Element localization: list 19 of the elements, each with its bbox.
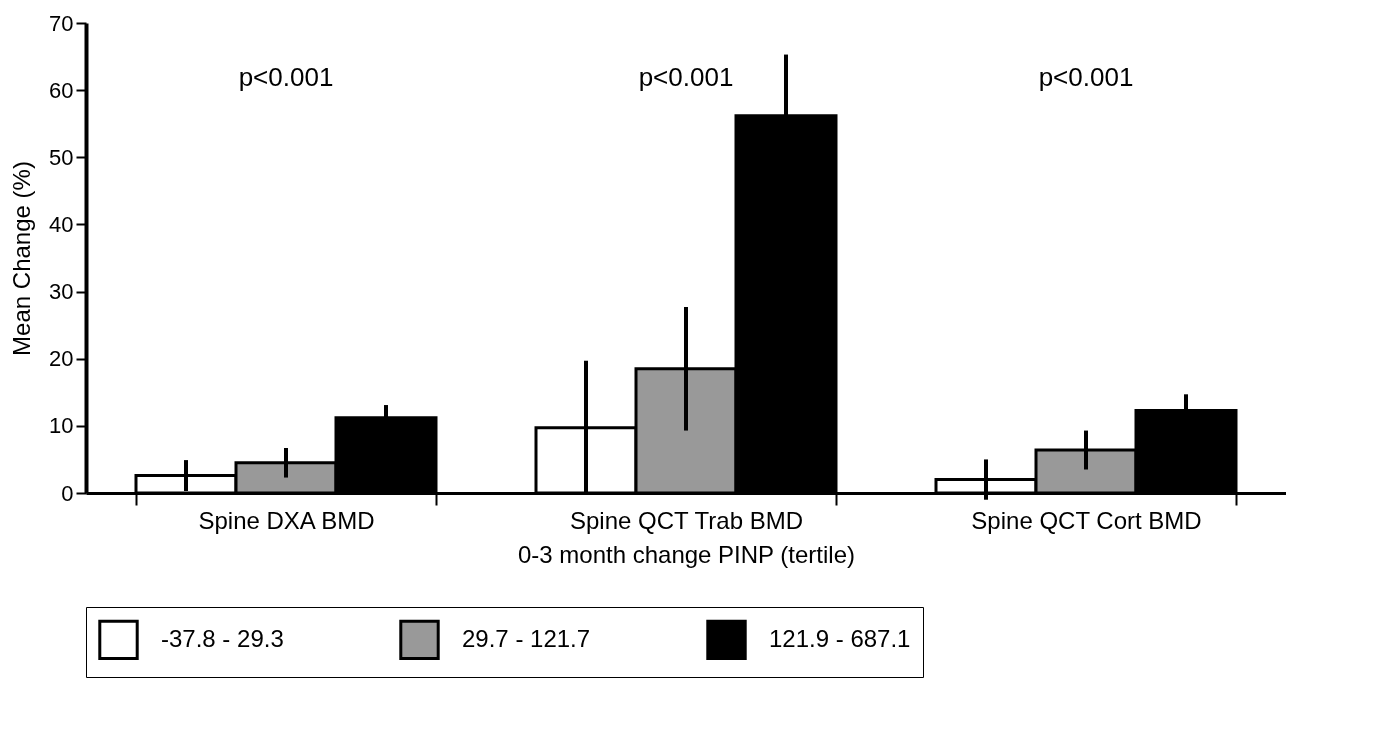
- x-tick-label: Spine QCT Cort BMD: [971, 506, 1202, 534]
- annotation: p<0.001: [238, 62, 334, 92]
- y-tick-label: 70: [49, 10, 74, 36]
- legend-label: -37.8 - 29.3: [161, 624, 284, 652]
- y-tick-label: 30: [49, 279, 74, 305]
- x-tick-label: Spine QCT Trab BMD: [570, 506, 803, 534]
- annotation: p<0.001: [638, 62, 734, 92]
- legend-label: 121.9 - 687.1: [769, 624, 911, 652]
- y-tick-label: 60: [49, 77, 74, 103]
- x-axis-title: 0-3 month change PINP (tertile): [517, 540, 856, 568]
- y-axis-title: Mean Change (%): [8, 161, 36, 356]
- legend-label: 29.7 - 121.7: [462, 624, 591, 652]
- y-tick-label: 40: [49, 211, 74, 237]
- x-tick-label: Spine DXA BMD: [198, 506, 375, 534]
- y-tick-label: 0: [61, 480, 74, 506]
- y-tick-label: 50: [49, 144, 74, 170]
- annotation: p<0.001: [1038, 62, 1134, 92]
- y-tick-label: 20: [49, 346, 74, 372]
- y-tick-label: 10: [49, 413, 74, 439]
